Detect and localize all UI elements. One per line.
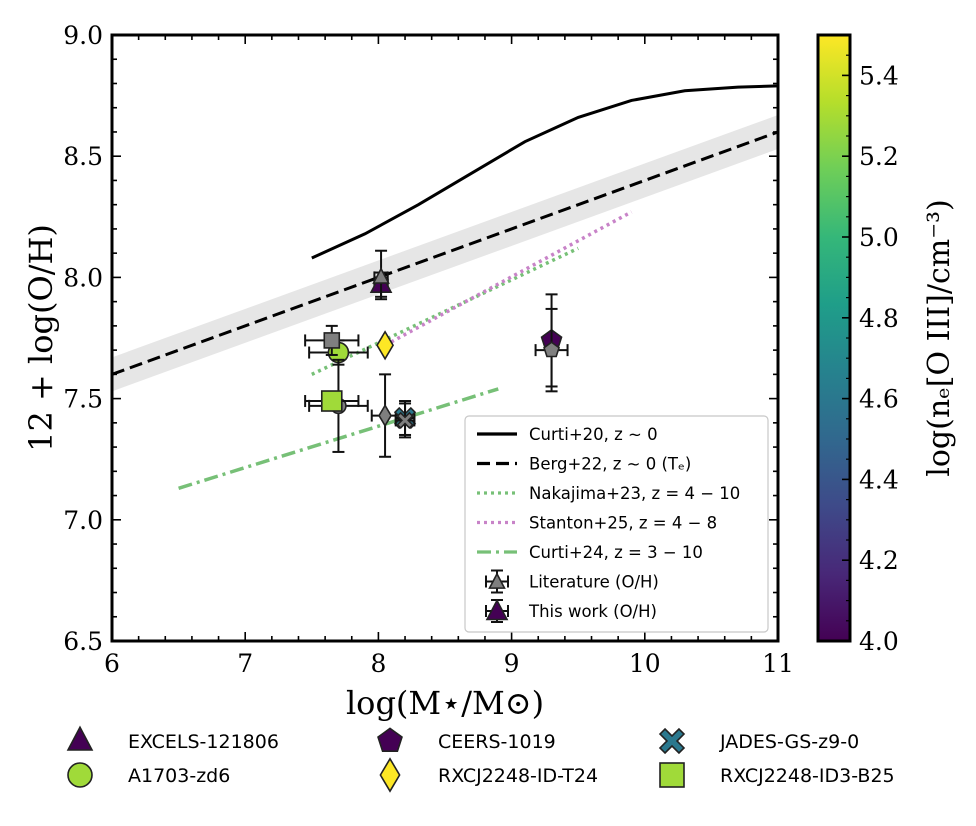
colorbar-tick-label: 4.6 [859, 385, 899, 414]
bottom-legend-marker-3 [379, 757, 401, 793]
plot-frame [110, 33, 780, 643]
legend-box [464, 415, 769, 633]
x-tick-label: 11 [762, 649, 794, 678]
colorbar-tick-label: 4.4 [859, 465, 899, 494]
y-axis-label: 12 + log(O/H) [22, 224, 60, 452]
point-this-work-5 [320, 390, 343, 412]
x-tick-label: 8 [370, 649, 386, 678]
legend-entry-label: Berg+22, z ∼ 0 (Tₑ) [529, 455, 691, 474]
bottom-legend-marker-4 [658, 727, 686, 755]
bottom-legend-label: EXCELS-121806 [128, 731, 279, 753]
bottom-legend-marker-1 [67, 762, 93, 788]
x-tick-label: 6 [104, 649, 120, 678]
colorbar [816, 33, 852, 643]
y-tick-label: 9.0 [63, 21, 103, 50]
point-literature-1 [378, 403, 392, 428]
y-tick-label: 7.5 [63, 385, 103, 414]
point-literature-0 [372, 267, 390, 284]
y-tick-label: 8.0 [63, 263, 103, 292]
colorbar-tick-label: 5.0 [859, 223, 899, 252]
point-literature-4 [543, 341, 560, 358]
bottom-legend-label: JADES-GS-z9-0 [719, 731, 859, 753]
legend-entry-label: Curti+20, z ∼ 0 [529, 425, 658, 444]
bottom-legend-label: RXCJ2248-ID3-B25 [720, 765, 895, 787]
bottom-legend-marker-5 [659, 762, 685, 788]
relation-line-0 [311, 84, 778, 260]
point-literature-3 [396, 411, 414, 430]
legend-marker-6 [485, 598, 509, 621]
bottom-legend-marker-2 [377, 727, 403, 752]
colorbar-tick-label: 4.0 [859, 627, 899, 656]
y-tick-label: 7.0 [63, 506, 103, 535]
legend-marker-5 [488, 572, 506, 589]
legend-entry-label: Literature (O/H) [529, 573, 659, 592]
bottom-legend-label: A1703-zd6 [128, 765, 230, 787]
colorbar-tick-label: 4.8 [859, 304, 899, 333]
legend-entry-label: Stanton+25, z = 4 − 8 [529, 514, 717, 533]
y-tick-label: 8.5 [63, 142, 103, 171]
colorbar-tick-label: 4.2 [859, 546, 899, 575]
y-tick-label: 6.5 [63, 627, 103, 656]
bottom-legend-label: RXCJ2248-ID-T24 [438, 765, 598, 787]
x-axis-label: log(M⋆/M⊙) [346, 684, 544, 722]
colorbar-label: log(nₑ[O III]/cm⁻³) [922, 199, 957, 477]
legend-entry-label: This work (O/H) [528, 602, 657, 621]
colorbar-tick-label: 5.4 [859, 61, 899, 90]
legend-entry-label: Nakajima+23, z = 4 − 10 [529, 484, 740, 503]
bottom-legend-label: CEERS-1019 [438, 731, 556, 753]
relation-line-3 [384, 210, 633, 347]
relation-line-1 [112, 130, 778, 376]
legend-entry-label: Curti+24, z = 3 − 10 [529, 543, 703, 562]
x-tick-label: 7 [237, 649, 253, 678]
colorbar-tick-label: 5.2 [859, 142, 899, 171]
point-this-work-1 [376, 330, 394, 361]
x-tick-label: 9 [504, 649, 520, 678]
bottom-legend-marker-0 [66, 725, 94, 751]
point-literature-5 [323, 332, 341, 349]
x-tick-label: 10 [629, 649, 661, 678]
